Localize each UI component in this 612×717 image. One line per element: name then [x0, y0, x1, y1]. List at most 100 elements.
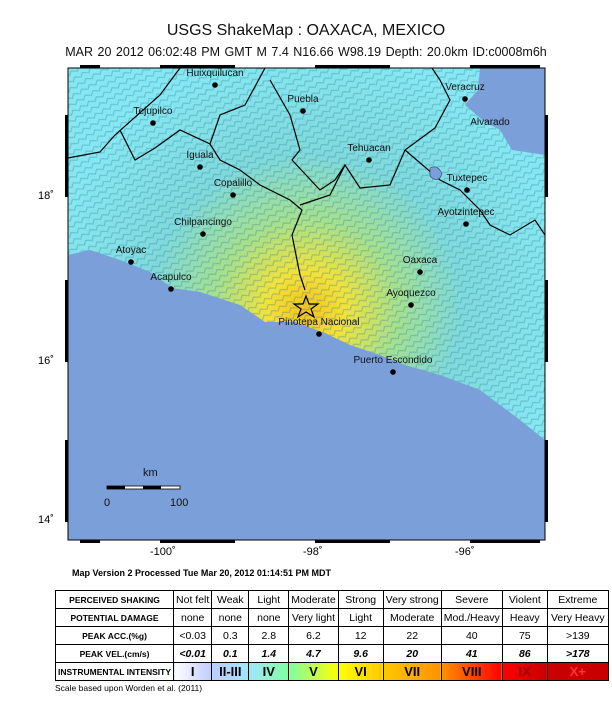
row-label: POTENTIAL DAMAGE — [54, 608, 175, 627]
acc-cell: 75 — [501, 626, 548, 645]
city-marker — [128, 259, 134, 265]
intensity-cell: II-III — [211, 662, 250, 681]
shakemap[interactable]: Huixquilucan Tejupilco Puebla Veracruz Alvar… — [60, 60, 560, 560]
scale-start: 0 — [104, 497, 110, 509]
acc-cell: 40 — [440, 626, 503, 645]
frame-ticks — [65, 65, 548, 543]
epicenter-star-icon[interactable] — [292, 294, 320, 319]
acc-cell: 12 — [337, 626, 384, 645]
acc-cell: 0.3 — [211, 626, 250, 645]
city-marker — [197, 164, 203, 170]
city-label: Copalillo — [214, 178, 253, 189]
vel-cell: 86 — [501, 644, 548, 663]
damage-cell: Light — [337, 608, 384, 627]
shaking-cell: Violent — [501, 590, 548, 609]
city-marker — [366, 157, 372, 163]
intensity-cell: VII — [382, 662, 442, 681]
shaking-cell: Moderate — [288, 590, 339, 609]
hillshade — [68, 68, 545, 440]
damage-cell: Moderate — [382, 608, 442, 627]
intensity-cell: X+ — [546, 662, 609, 681]
city-label: Pinotepa Nacional — [278, 317, 359, 328]
intensity-cell: IV — [248, 662, 290, 681]
intensity-cell: I — [173, 662, 213, 681]
lat-tick: 14˚ — [38, 514, 54, 526]
acc-cell: 6.2 — [288, 626, 339, 645]
intensity-legend: PERCEIVED SHAKING Not felt Weak Light Modera… — [54, 590, 609, 681]
acc-cell: 22 — [382, 626, 442, 645]
city-label: Ayotzintepec — [437, 207, 494, 218]
shaking-cell: Extreme — [546, 590, 609, 609]
vel-cell: >178 — [546, 644, 609, 663]
lat-tick: 16˚ — [38, 355, 54, 367]
city-label: Puerto Escondido — [354, 355, 433, 366]
city-marker — [463, 221, 469, 227]
lon-tick: -96˚ — [455, 546, 475, 558]
damage-cell: none — [211, 608, 250, 627]
city-label: Tehuacan — [347, 143, 390, 154]
city-marker — [212, 82, 218, 88]
damage-cell: none — [248, 608, 290, 627]
row-label: PEAK VEL.(cm/s) — [54, 644, 175, 663]
row-label: PERCEIVED SHAKING — [54, 590, 175, 609]
damage-cell: none — [173, 608, 213, 627]
damage-cell: Mod./Heavy — [440, 608, 503, 627]
acc-cell: 2.8 — [248, 626, 290, 645]
lat-tick: 18˚ — [38, 190, 54, 202]
vel-row: PEAK VEL.(cm/s) <0.01 0.1 1.4 4.7 9.6 20 41 86 >1… — [54, 644, 609, 663]
city-marker — [316, 331, 322, 337]
event-info: MAR 20 2012 06:02:48 PM GMT M 7.4 N16.66… — [65, 45, 547, 59]
city-label: Alvarado — [470, 117, 510, 128]
city-label: Chilpancingo — [174, 217, 232, 228]
city-marker — [417, 269, 423, 275]
city-marker — [390, 369, 396, 375]
map-title: USGS ShakeMap : OAXACA, MEXICO — [166, 22, 446, 39]
city-label: Iguala — [186, 150, 214, 161]
city-marker — [168, 286, 174, 292]
scale-unit: km — [143, 467, 158, 479]
city-label: Acapulco — [150, 272, 192, 283]
shaking-cell: Severe — [440, 590, 503, 609]
scale-bar: km 0 100 — [104, 467, 188, 509]
vel-cell: 9.6 — [337, 644, 384, 663]
shaking-cell: Light — [248, 590, 290, 609]
vel-cell: 0.1 — [211, 644, 250, 663]
city-marker — [150, 120, 156, 126]
lake — [429, 166, 443, 180]
shaking-row: PERCEIVED SHAKING Not felt Weak Light Modera… — [54, 590, 609, 609]
version-line: Map Version 2 Processed Tue Mar 20, 2012… — [72, 568, 331, 578]
city-label: Atoyac — [116, 245, 147, 256]
intensity-cell: VI — [337, 662, 384, 681]
scale-end: 100 — [170, 497, 188, 509]
footnote: Scale based upon Worden et al. (2011) — [55, 683, 203, 693]
intensity-row: INSTRUMENTAL INTENSITY I II-III IV V VI VII VII… — [54, 662, 609, 681]
city-label: Huixquilucan — [186, 68, 243, 79]
damage-cell: Heavy — [501, 608, 548, 627]
city-marker — [300, 108, 306, 114]
vel-cell: 20 — [382, 644, 442, 663]
shaking-cell: Not felt — [173, 590, 213, 609]
acc-cell: >139 — [546, 626, 609, 645]
shaking-cell: Very strong — [382, 590, 442, 609]
city-marker — [230, 192, 236, 198]
damage-cell: Very Heavy — [546, 608, 609, 627]
row-label: INSTRUMENTAL INTENSITY — [54, 662, 175, 681]
city-marker — [408, 302, 414, 308]
city-label: Oaxaca — [403, 255, 438, 266]
city-marker — [464, 187, 470, 193]
intensity-cell: IX — [501, 662, 548, 681]
intensity-cell: VIII — [440, 662, 503, 681]
acc-row: PEAK ACC.(%g) <0.03 0.3 2.8 6.2 12 22 40 75 >139 — [54, 626, 609, 645]
city-label: Veracruz — [445, 82, 484, 93]
shaking-cell: Strong — [337, 590, 384, 609]
damage-cell: Very light — [288, 608, 339, 627]
city-label: Tuxtepec — [447, 173, 488, 184]
acc-cell: <0.03 — [173, 626, 213, 645]
intensity-cell: V — [288, 662, 339, 681]
lon-tick: -98˚ — [303, 546, 323, 558]
city-label: Tejupilco — [134, 106, 173, 117]
vel-cell: 41 — [440, 644, 503, 663]
damage-row: POTENTIAL DAMAGE none none none Very light Li… — [54, 608, 609, 627]
row-label: PEAK ACC.(%g) — [54, 626, 175, 645]
city-marker — [462, 96, 468, 102]
